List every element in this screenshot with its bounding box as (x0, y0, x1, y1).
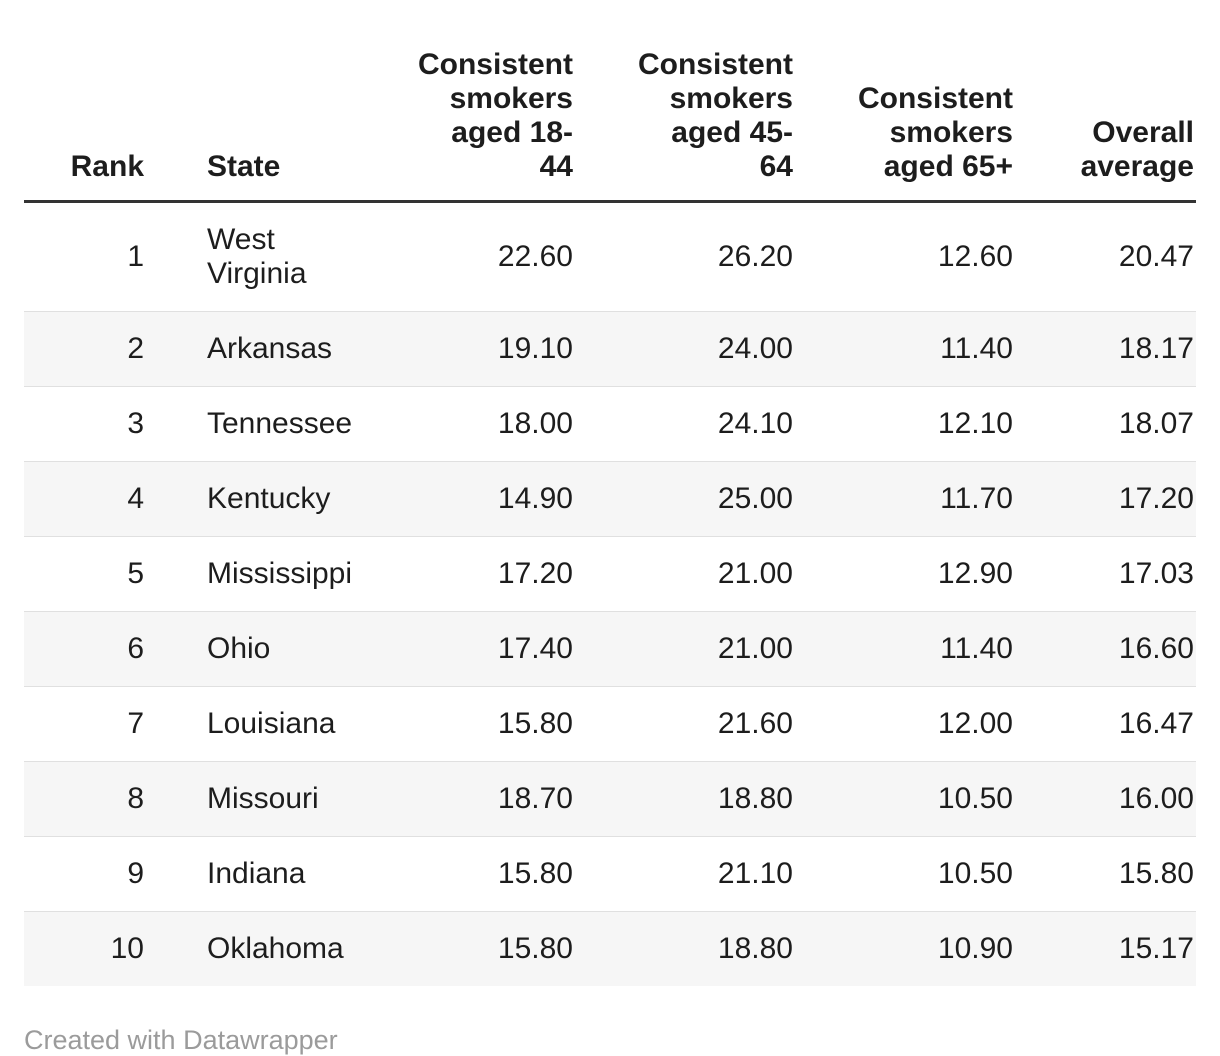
cell-rank: 10 (110, 932, 144, 965)
cell-state: Missouri (207, 782, 319, 815)
cell-smokers-45-64: 21.10 (717, 857, 793, 890)
header-row: Rank State Consistent smokers aged 18- 4… (24, 24, 1196, 202)
cell-smokers-18-44: 17.20 (497, 557, 573, 590)
column-header-overall: Overall average (1080, 116, 1194, 183)
cell-state: Oklahoma (207, 932, 344, 965)
cell-state: Arkansas (207, 332, 333, 365)
cell-state: Ohio (207, 632, 271, 665)
cell-overall-average: 20.47 (1118, 240, 1194, 273)
cell-rank: 2 (127, 332, 144, 365)
table-row: 9 Indiana 15.80 21.10 10.50 15.80 (24, 836, 1196, 912)
cell-smokers-18-44: 15.80 (497, 707, 573, 740)
cell-smokers-18-44: 15.80 (497, 932, 573, 965)
cell-overall-average: 18.17 (1118, 332, 1194, 365)
table-body: 1 West Virginia 22.60 26.20 12.60 20.47 … (24, 202, 1196, 986)
table-row: 1 West Virginia 22.60 26.20 12.60 20.47 (24, 202, 1196, 312)
cell-smokers-18-44: 19.10 (497, 332, 573, 365)
cell-state: Tennessee (207, 407, 353, 440)
cell-overall-average: 16.00 (1118, 782, 1194, 815)
cell-smokers-65: 10.50 (937, 857, 1013, 890)
cell-rank: 7 (127, 707, 144, 740)
cell-smokers-45-64: 24.10 (717, 407, 793, 440)
table-row: 10 Oklahoma 15.80 18.80 10.90 15.17 (24, 911, 1196, 986)
cell-state: Mississippi (207, 557, 353, 590)
cell-rank: 1 (127, 240, 144, 273)
cell-rank: 8 (127, 782, 144, 815)
cell-smokers-45-64: 26.20 (717, 240, 793, 273)
table-row: 5 Mississippi 17.20 21.00 12.90 17.03 (24, 536, 1196, 612)
cell-smokers-65: 11.70 (940, 482, 1013, 515)
cell-smokers-65: 12.60 (937, 240, 1013, 273)
cell-smokers-45-64: 21.00 (717, 557, 793, 590)
cell-smokers-45-64: 18.80 (717, 932, 793, 965)
cell-overall-average: 15.17 (1118, 932, 1194, 965)
datawrapper-credit-link[interactable]: Created with Datawrapper (24, 1025, 338, 1055)
cell-rank: 3 (127, 407, 144, 440)
cell-smokers-65: 10.90 (937, 932, 1013, 965)
column-header-smokers-65: Consistent smokers aged 65+ (857, 82, 1013, 183)
cell-smokers-45-64: 21.00 (717, 632, 793, 665)
cell-state: West Virginia (207, 223, 307, 290)
cell-smokers-65: 11.40 (940, 332, 1013, 365)
column-header-state: State (207, 150, 281, 183)
column-header-smokers-18-44: Consistent smokers aged 18- 44 (417, 48, 573, 183)
table-row: 2 Arkansas 19.10 24.00 11.40 18.17 (24, 311, 1196, 387)
cell-overall-average: 18.07 (1118, 407, 1194, 440)
cell-smokers-65: 12.00 (937, 707, 1013, 740)
cell-smokers-65: 12.10 (937, 407, 1013, 440)
cell-smokers-65: 11.40 (940, 632, 1013, 665)
table-row: 7 Louisiana 15.80 21.60 12.00 16.47 (24, 686, 1196, 762)
table-row: 3 Tennessee 18.00 24.10 12.10 18.07 (24, 386, 1196, 462)
cell-rank: 6 (127, 632, 144, 665)
cell-smokers-45-64: 18.80 (717, 782, 793, 815)
table-row: 8 Missouri 18.70 18.80 10.50 16.00 (24, 761, 1196, 837)
cell-state: Indiana (207, 857, 306, 890)
cell-state: Kentucky (207, 482, 331, 515)
cell-smokers-18-44: 18.00 (497, 407, 573, 440)
cell-smokers-18-44: 15.80 (497, 857, 573, 890)
smokers-by-state-table: Rank State Consistent smokers aged 18- 4… (24, 24, 1196, 986)
cell-smokers-45-64: 21.60 (717, 707, 793, 740)
cell-overall-average: 16.47 (1118, 707, 1194, 740)
column-header-smokers-45-64: Consistent smokers aged 45- 64 (637, 48, 793, 183)
cell-smokers-18-44: 18.70 (497, 782, 573, 815)
table-row: 4 Kentucky 14.90 25.00 11.70 17.20 (24, 461, 1196, 537)
cell-smokers-18-44: 14.90 (497, 482, 573, 515)
cell-smokers-18-44: 17.40 (497, 632, 573, 665)
cell-rank: 4 (127, 482, 144, 515)
cell-state: Louisiana (207, 707, 336, 740)
table-row: 6 Ohio 17.40 21.00 11.40 16.60 (24, 611, 1196, 687)
cell-smokers-18-44: 22.60 (497, 240, 573, 273)
cell-rank: 9 (127, 857, 144, 890)
cell-smokers-65: 12.90 (937, 557, 1013, 590)
attribution-footer: Created with Datawrapper (24, 1024, 1196, 1056)
cell-rank: 5 (127, 557, 144, 590)
cell-overall-average: 17.03 (1118, 557, 1194, 590)
cell-overall-average: 16.60 (1118, 632, 1194, 665)
cell-smokers-65: 10.50 (937, 782, 1013, 815)
column-header-rank: Rank (70, 150, 144, 183)
cell-overall-average: 15.80 (1118, 857, 1194, 890)
cell-smokers-45-64: 24.00 (717, 332, 793, 365)
table-header: Rank State Consistent smokers aged 18- 4… (24, 24, 1196, 202)
cell-smokers-45-64: 25.00 (717, 482, 793, 515)
cell-overall-average: 17.20 (1118, 482, 1194, 515)
